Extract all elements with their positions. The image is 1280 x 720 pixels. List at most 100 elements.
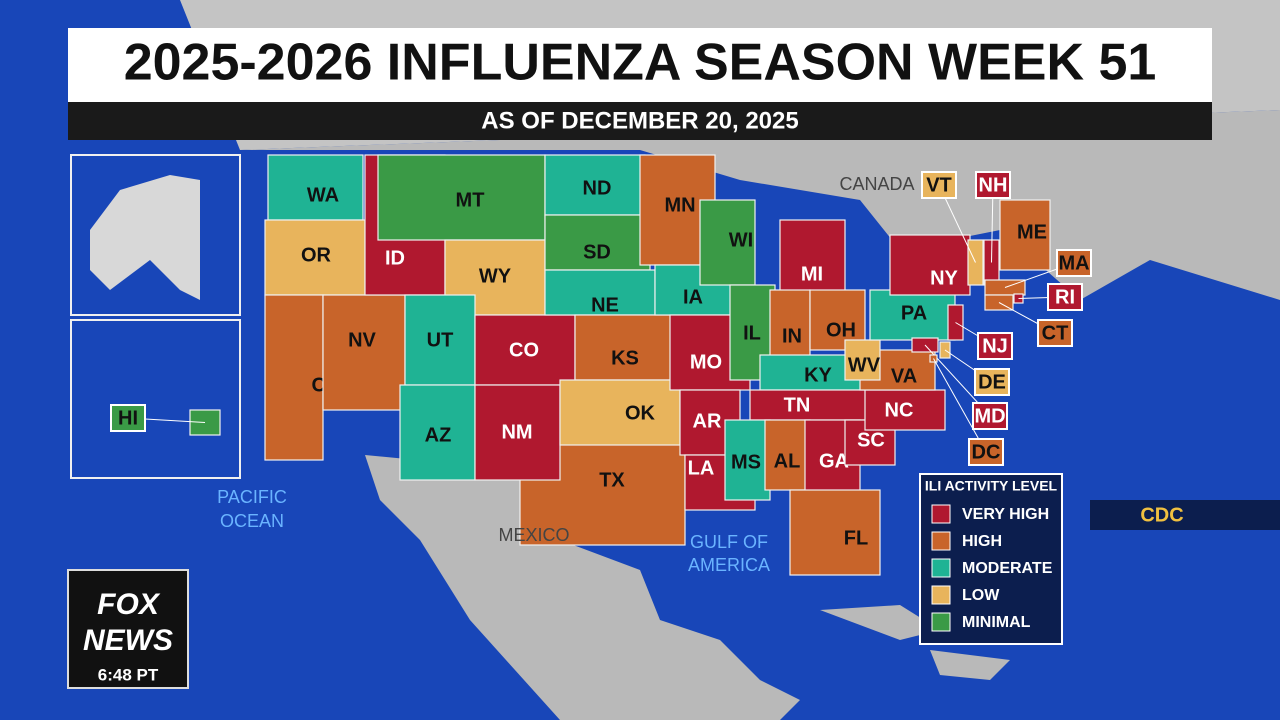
state-label: MD (974, 405, 1005, 427)
callout-box (921, 171, 957, 199)
state-shape (544, 269, 656, 316)
state-shape (999, 199, 1051, 271)
map-label: GULF OF (690, 532, 768, 552)
state-shape (809, 289, 866, 351)
state-label: AR (693, 410, 722, 432)
callout-line (933, 358, 987, 453)
state-label: ME (1017, 221, 1047, 243)
callout-box (968, 438, 1004, 466)
state-label: OK (625, 402, 656, 424)
state-label: NM (501, 421, 532, 443)
state-label: AZ (425, 424, 452, 446)
title: 2025-2026 INFLUENZA SEASON WEEK 51 (124, 34, 1157, 92)
subtitle: AS OF DECEMBER 20, 2025 (481, 107, 798, 134)
legend-swatch (931, 504, 951, 524)
state-shape (769, 289, 811, 361)
state-label: MA (1058, 252, 1089, 274)
state-label: IL (743, 322, 761, 344)
callout-box (977, 332, 1013, 360)
state-shape (574, 314, 676, 381)
state-label: MI (801, 263, 823, 285)
state-label: FL (844, 527, 868, 549)
map-label: MEXICO (498, 525, 569, 545)
legend-title: ILI ACTIVITY LEVEL (925, 478, 1058, 494)
states: TXWAORCANVIDMTWYUTAZCONMNDSDNEKSOKMNIAMO… (110, 154, 1092, 576)
state-shape (322, 294, 406, 411)
state-label: DC (972, 441, 1001, 463)
state-label: NH (979, 174, 1008, 196)
state-label: VA (891, 365, 917, 387)
state-label: TX (599, 469, 625, 491)
state-shape (724, 419, 771, 501)
legend-label: VERY HIGH (962, 506, 1049, 523)
callout-box (972, 402, 1008, 430)
state-label: OH (826, 319, 856, 341)
state-label: NV (348, 329, 376, 351)
source-bar (1090, 500, 1280, 530)
state-label: MS (731, 451, 761, 473)
callout-box (974, 368, 1010, 396)
callout-box (1056, 249, 1092, 277)
state-label: NC (885, 399, 914, 421)
state-label: CT (1042, 322, 1069, 344)
state-label: MO (690, 351, 722, 373)
legend-items: VERY HIGH HIGH MODERATE LOW MINIMAL (931, 504, 1053, 632)
state-shape (844, 339, 881, 381)
source: CDC (1140, 504, 1183, 526)
state-shape (749, 389, 876, 421)
callout-box (975, 171, 1011, 199)
state-label: GA (819, 450, 849, 472)
logo-time: 6:48 PT (98, 665, 159, 684)
state-label: WY (479, 265, 512, 287)
state-label: VT (926, 174, 952, 196)
hawaii-inset (70, 319, 241, 479)
state-shape (559, 379, 681, 446)
legend-label: MINIMAL (962, 614, 1031, 631)
callout-box (1037, 319, 1073, 347)
state-shape (789, 489, 881, 576)
legend-swatch (931, 612, 951, 632)
state-label: IN (782, 325, 802, 347)
state-label: ND (583, 177, 612, 199)
state-label: SC (857, 429, 885, 451)
state-label: NE (591, 294, 619, 316)
state-shape (544, 154, 646, 216)
state-shape (764, 419, 811, 491)
state-label: NJ (982, 335, 1008, 357)
state-label: IA (683, 286, 703, 308)
state-label: MN (664, 194, 695, 216)
state-shape (264, 294, 324, 461)
state-shape (889, 234, 971, 296)
alaska-land (90, 175, 200, 300)
legend-swatch (931, 585, 951, 605)
logo-line2: NEWS (83, 624, 173, 657)
legend-swatch (931, 558, 951, 578)
legend-swatch (931, 531, 951, 551)
legend-label: HIGH (962, 533, 1002, 550)
logo-line1: FOX (97, 588, 161, 621)
state-label: NY (930, 267, 958, 289)
state-shape (474, 384, 561, 481)
mexico-land (365, 455, 800, 720)
caribbean-land (820, 605, 1010, 680)
map-label: OCEAN (220, 511, 284, 531)
state-label: CO (509, 339, 539, 361)
state-label: WI (729, 229, 753, 251)
state-label: KY (804, 364, 832, 386)
callout-box (110, 404, 146, 432)
state-label: TN (784, 394, 811, 416)
state-label: RI (1055, 286, 1075, 308)
state-label: HI (118, 407, 138, 429)
map-label: PACIFIC (217, 487, 287, 507)
state-label: SD (583, 241, 611, 263)
state-shape (377, 154, 546, 241)
callout-box (1047, 283, 1083, 311)
state-label: ID (385, 247, 405, 269)
legend-label: LOW (962, 587, 1000, 604)
logo-box (67, 569, 189, 689)
title-bar (68, 28, 1212, 102)
state-shape (869, 289, 956, 341)
map-label: AMERICA (688, 555, 770, 575)
